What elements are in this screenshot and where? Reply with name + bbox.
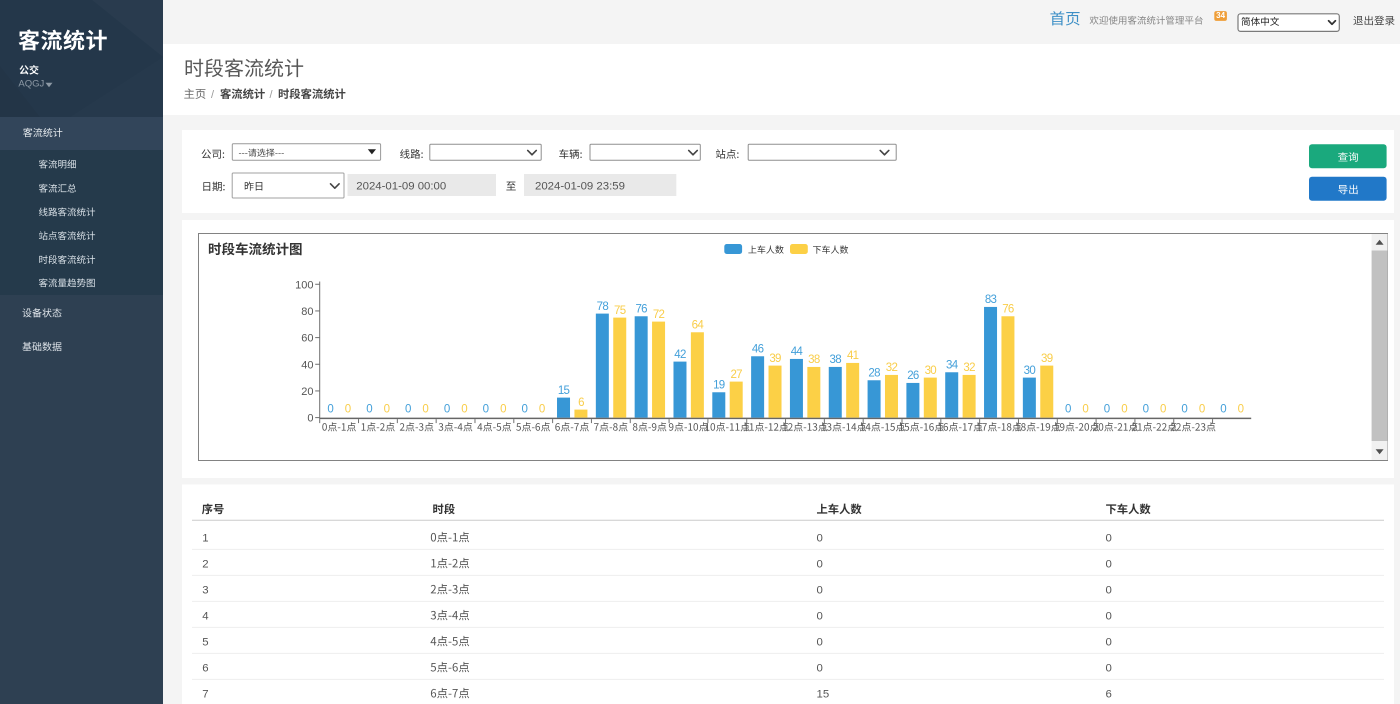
svg-text:38: 38 — [808, 354, 820, 366]
svg-text:41: 41 — [847, 350, 859, 362]
svg-text:0: 0 — [1160, 403, 1166, 415]
svg-text:0: 0 — [1121, 403, 1127, 415]
svg-text:0: 0 — [1106, 558, 1112, 570]
svg-text:0: 0 — [817, 558, 823, 570]
svg-text:2024-01-09 23:59: 2024-01-09 23:59 — [535, 181, 625, 193]
svg-text:0: 0 — [817, 610, 823, 622]
svg-text:0: 0 — [1106, 532, 1112, 544]
svg-text:0: 0 — [1199, 403, 1205, 415]
svg-text:42: 42 — [674, 349, 686, 361]
svg-text:39: 39 — [1041, 353, 1053, 365]
svg-text:32: 32 — [886, 362, 898, 374]
svg-text:7: 7 — [202, 688, 208, 700]
svg-text:0: 0 — [817, 584, 823, 596]
svg-text:0: 0 — [1238, 403, 1244, 415]
svg-text:0: 0 — [1106, 610, 1112, 622]
svg-text:4: 4 — [202, 610, 208, 622]
svg-text:38: 38 — [830, 354, 842, 366]
svg-text:32: 32 — [963, 362, 975, 374]
svg-text:76: 76 — [1002, 303, 1014, 315]
svg-text:34: 34 — [1216, 11, 1225, 20]
svg-text:0: 0 — [461, 403, 467, 415]
svg-text:0: 0 — [483, 403, 489, 415]
svg-text:0: 0 — [817, 636, 823, 648]
svg-text:3: 3 — [202, 584, 208, 596]
svg-text:15: 15 — [817, 688, 830, 700]
svg-text:0: 0 — [817, 662, 823, 674]
svg-text:83: 83 — [985, 294, 997, 306]
svg-text:39: 39 — [769, 353, 781, 365]
svg-text:0: 0 — [1106, 584, 1112, 596]
svg-text:0: 0 — [1106, 636, 1112, 648]
svg-text:78: 78 — [597, 301, 609, 313]
svg-text:0: 0 — [1220, 403, 1226, 415]
svg-text:1: 1 — [202, 532, 208, 544]
svg-text:100: 100 — [295, 279, 313, 291]
svg-text:76: 76 — [635, 303, 647, 315]
svg-text:0: 0 — [366, 403, 372, 415]
svg-text:30: 30 — [925, 365, 937, 377]
svg-text:60: 60 — [301, 333, 313, 345]
svg-text:0: 0 — [1106, 662, 1112, 674]
svg-text:2024-01-09 00:00: 2024-01-09 00:00 — [356, 181, 446, 193]
svg-text:0: 0 — [307, 413, 313, 425]
svg-text:0: 0 — [1104, 403, 1110, 415]
svg-text:28: 28 — [868, 367, 880, 379]
svg-text:20: 20 — [301, 386, 313, 398]
svg-text:46: 46 — [752, 343, 764, 355]
svg-text:0: 0 — [1181, 403, 1187, 415]
svg-text:27: 27 — [730, 369, 742, 381]
svg-text:0: 0 — [327, 403, 333, 415]
svg-text:0: 0 — [422, 403, 428, 415]
svg-text:5: 5 — [202, 636, 208, 648]
svg-text:80: 80 — [301, 306, 313, 318]
svg-text:0: 0 — [384, 403, 390, 415]
svg-text:64: 64 — [692, 319, 705, 331]
svg-text:40: 40 — [301, 359, 313, 371]
svg-text:44: 44 — [791, 346, 804, 358]
svg-text:6: 6 — [202, 662, 208, 674]
svg-text:0: 0 — [444, 403, 450, 415]
svg-text:0: 0 — [1082, 403, 1088, 415]
svg-text:6: 6 — [578, 397, 584, 409]
svg-text:15: 15 — [558, 385, 570, 397]
svg-text:/: / — [270, 89, 274, 101]
svg-text:0: 0 — [1143, 403, 1149, 415]
svg-text:0: 0 — [1065, 403, 1071, 415]
svg-text:30: 30 — [1024, 365, 1036, 377]
svg-text:AQGJ: AQGJ — [18, 78, 44, 89]
svg-text:0: 0 — [817, 532, 823, 544]
svg-text:19: 19 — [713, 379, 725, 391]
svg-text:72: 72 — [653, 309, 665, 321]
svg-text:26: 26 — [907, 370, 919, 382]
svg-text:2: 2 — [202, 558, 208, 570]
svg-text:0: 0 — [405, 403, 411, 415]
svg-text:/: / — [211, 89, 215, 101]
svg-text:6: 6 — [1106, 688, 1112, 700]
svg-text:75: 75 — [614, 305, 626, 317]
svg-text:34: 34 — [946, 359, 959, 371]
svg-text:0: 0 — [521, 403, 527, 415]
svg-text:0: 0 — [345, 403, 351, 415]
svg-text:0: 0 — [539, 403, 545, 415]
svg-text:0: 0 — [500, 403, 506, 415]
